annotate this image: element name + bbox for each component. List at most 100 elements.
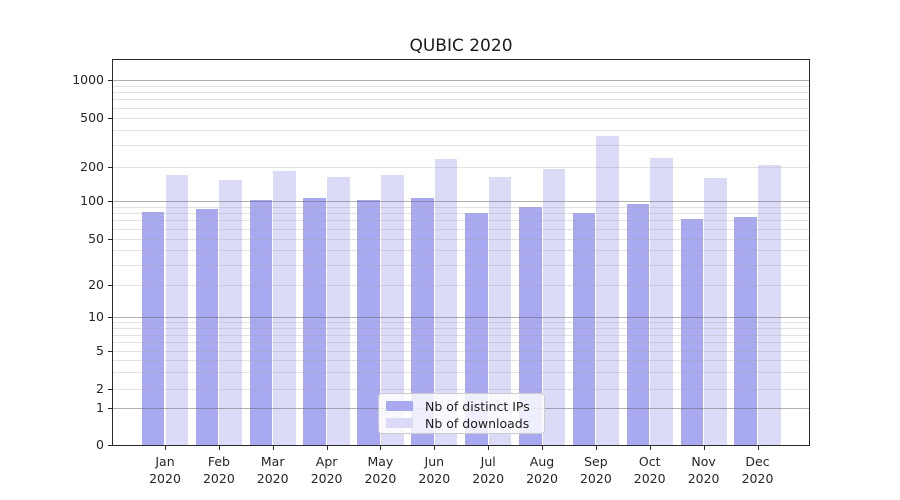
bar-downloads-dec [757,165,781,445]
gridline-major [113,201,809,202]
bar-downloads-jun [434,159,458,445]
x-tick-label-year: 2020 [472,471,505,486]
y-tick-mark [108,80,112,81]
y-tick-mark [108,317,112,319]
bar-distinct-ips-mar [249,200,273,445]
bar-distinct-ips-apr [303,197,327,445]
gridline-minor [113,92,809,94]
y-tick-label: 5 [96,343,104,358]
y-tick-label: 1000 [72,72,104,87]
y-tick-mark [108,201,112,202]
x-tick-label: Sep 2020 [561,453,631,487]
y-tick-mark [108,389,112,390]
bar-distinct-ips-jul [465,213,488,445]
x-tick-label: Feb 2020 [184,453,254,487]
y-tick-mark [108,238,112,240]
legend: Nb of distinct IPs Nb of downloads [378,393,545,434]
gridline-major [113,317,809,319]
x-tick-mark [703,446,705,450]
bar-distinct-ips-may [357,200,380,445]
y-tick-label: 2 [96,381,104,396]
x-tick-label-year: 2020 [149,471,181,486]
x-tick-mark [757,446,759,450]
x-tick-label-year: 2020 [310,471,343,486]
gridline-minor [113,389,809,390]
y-tick-label: 0 [96,437,104,452]
bar-distinct-ips-feb [195,208,219,445]
legend-item-downloads: Nb of downloads [386,415,536,431]
bar-downloads-jan [165,175,189,445]
x-tick-label-year: 2020 [256,471,289,486]
y-tick-label: 1 [96,400,104,415]
bar-distinct-ips-jun [411,197,434,445]
x-tick-label: Oct 2020 [615,453,685,487]
x-tick-label-year: 2020 [526,471,558,486]
gridline-minor [113,334,809,336]
x-tick-mark [434,446,436,450]
x-tick-mark [649,446,651,450]
x-tick-label-year: 2020 [418,471,451,486]
plot-area [112,59,810,446]
y-tick-mark [108,351,112,352]
legend-item-distinct-ips: Nb of distinct IPs [386,398,536,414]
chart-title: QUBIC 2020 [409,36,513,56]
bar-downloads-mar [273,170,296,445]
gridline-minor [113,117,809,119]
y-tick-mark [108,408,112,409]
gridline-minor [113,264,809,266]
x-tick-label: Jan 2020 [130,453,200,487]
x-tick-label-year: 2020 [364,471,397,486]
gridline-minor [113,351,809,352]
x-tick-mark [326,446,328,450]
gridline-minor [113,228,809,230]
legend-swatch-distinct-ips [386,400,413,412]
bar-distinct-ips-dec [734,216,757,445]
x-tick-label: Nov 2020 [669,453,739,487]
gridline-major [113,80,809,81]
x-tick-mark [595,446,597,450]
y-tick-label: 100 [80,193,104,208]
x-tick-mark [488,446,490,450]
x-tick-label: Jul 2020 [453,453,523,487]
x-tick-mark [380,446,382,450]
y-tick-label: 500 [80,109,104,125]
gridline-minor [113,206,809,208]
bar-downloads-aug [542,169,566,445]
bar-downloads-sep [596,136,619,445]
y-tick-mark [108,166,112,168]
bar-downloads-nov [704,178,727,445]
gridline-minor [113,213,809,215]
x-tick-label-year: 2020 [579,471,612,486]
gridline-minor [113,285,809,286]
gridline-minor [113,85,809,87]
gridline-minor [113,322,809,324]
gridline-minor [113,372,809,374]
y-tick-mark [108,445,112,446]
x-tick-mark [272,446,274,450]
x-tick-label-year: 2020 [687,471,720,486]
gridline-minor [113,328,809,330]
gridline-minor [113,250,809,251]
legend-label-distinct-ips: Nb of distinct IPs [425,398,530,414]
gridline-minor [113,129,809,131]
gridline-minor [113,238,809,240]
x-tick-mark [218,446,220,450]
bar-distinct-ips-oct [626,203,650,445]
x-tick-label: Dec 2020 [723,453,793,487]
bar-distinct-ips-sep [572,213,596,445]
bar-distinct-ips-jan [141,211,165,445]
x-tick-mark [165,446,166,450]
y-tick-label: 50 [88,230,104,246]
x-tick-label: Jun 2020 [399,453,469,487]
y-tick-mark [108,117,112,119]
x-tick-label-year: 2020 [741,471,774,486]
gridline-minor [113,220,809,222]
gridline-minor [113,145,809,146]
x-tick-label-year: 2020 [633,471,666,486]
gridline-minor [113,166,809,168]
x-tick-label-year: 2020 [202,471,235,486]
x-tick-label: Aug 2020 [507,453,577,487]
legend-label-downloads: Nb of downloads [425,415,530,431]
x-tick-mark [542,446,543,450]
